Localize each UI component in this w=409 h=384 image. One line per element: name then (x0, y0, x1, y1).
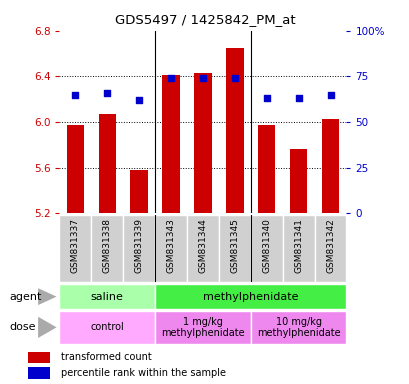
Text: GSM831339: GSM831339 (134, 218, 143, 273)
Text: percentile rank within the sample: percentile rank within the sample (61, 368, 225, 378)
Bar (314, 215, 346, 282)
Point (326, 91, 333, 98)
Bar (289, 149, 307, 213)
Text: GSM831340: GSM831340 (262, 218, 271, 273)
Bar (250, 215, 282, 282)
Text: GSM831343: GSM831343 (166, 218, 175, 273)
Bar (91, 215, 123, 282)
Bar (59, 311, 155, 344)
Text: control: control (90, 322, 124, 333)
Bar (321, 119, 338, 213)
Bar (59, 215, 91, 282)
Text: 1 mg/kg
methylphenidate: 1 mg/kg methylphenidate (161, 316, 244, 338)
Text: GSM831344: GSM831344 (198, 218, 207, 273)
Point (135, 97, 142, 103)
Bar (130, 170, 148, 213)
Bar (218, 215, 250, 282)
Text: GSM831338: GSM831338 (103, 218, 112, 273)
Bar (225, 48, 243, 213)
Bar (98, 114, 116, 213)
Bar (28, 352, 50, 363)
Point (199, 75, 206, 81)
Bar (123, 215, 155, 282)
Text: dose: dose (9, 322, 36, 333)
Point (231, 75, 238, 81)
Text: agent: agent (9, 291, 41, 302)
Point (72, 91, 79, 98)
Text: GSM831337: GSM831337 (71, 218, 80, 273)
Text: transformed count: transformed count (61, 353, 151, 362)
Polygon shape (38, 288, 56, 305)
Polygon shape (38, 317, 56, 338)
Text: GSM831341: GSM831341 (293, 218, 302, 273)
Bar (282, 215, 314, 282)
Bar (28, 367, 50, 379)
Bar (155, 215, 187, 282)
Bar (194, 73, 211, 213)
Text: 10 mg/kg
methylphenidate: 10 mg/kg methylphenidate (256, 316, 339, 338)
Bar (59, 284, 155, 309)
Point (167, 75, 174, 81)
Point (104, 90, 110, 96)
Text: GDS5497 / 1425842_PM_at: GDS5497 / 1425842_PM_at (115, 13, 294, 26)
Text: saline: saline (91, 291, 124, 302)
Bar (155, 284, 346, 309)
Point (294, 95, 301, 101)
Bar (162, 75, 180, 213)
Point (263, 95, 270, 101)
Text: methylphenidate: methylphenidate (202, 291, 298, 302)
Bar (257, 125, 275, 213)
Text: GSM831342: GSM831342 (325, 218, 334, 273)
Bar (155, 311, 250, 344)
Bar (250, 311, 346, 344)
Text: GSM831345: GSM831345 (230, 218, 239, 273)
Bar (187, 215, 218, 282)
Bar (66, 125, 84, 213)
